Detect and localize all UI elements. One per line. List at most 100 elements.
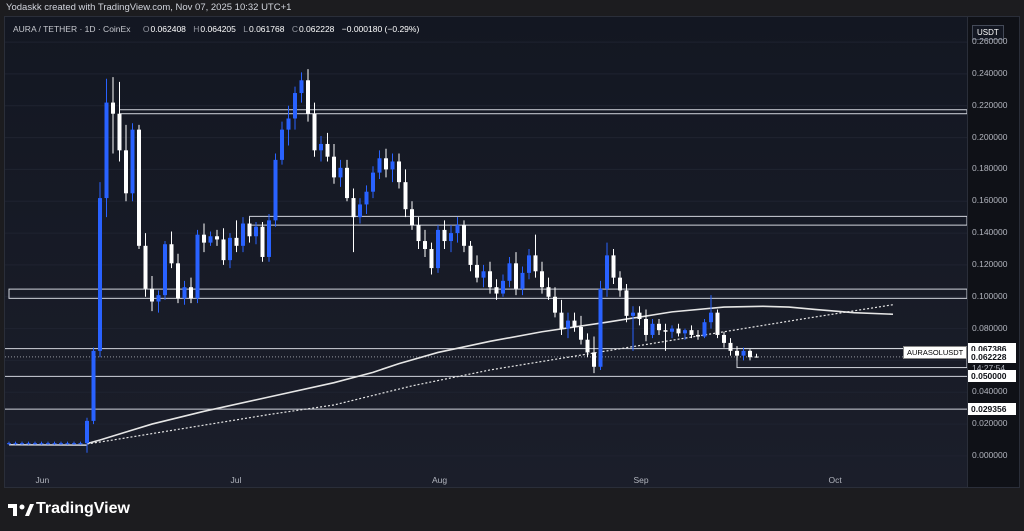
y-tick-label: 0.200000 [972, 131, 1008, 142]
candle-body [657, 323, 661, 331]
candle-body [715, 312, 720, 335]
ma-200-line [86, 305, 894, 445]
candle-body [182, 287, 187, 299]
y-tick-label: 0.120000 [972, 258, 1008, 269]
change-value: −0.000180 (−0.29%) [341, 24, 420, 34]
currency-label[interactable]: USDT [972, 25, 1004, 40]
candle-body [72, 443, 76, 445]
candle-body [579, 326, 583, 340]
candle-body [195, 234, 200, 299]
candle-body [416, 225, 421, 242]
candle-body [683, 330, 687, 334]
symbol-tag: AURASOLUSDT [903, 346, 967, 359]
candle-body [689, 330, 694, 335]
candle-body [351, 198, 356, 218]
candle-body [124, 150, 128, 194]
y-tick-label: 0.220000 [972, 99, 1008, 110]
candle-body [306, 80, 310, 114]
zone-box [8, 288, 967, 299]
candle-body [501, 280, 505, 294]
candle-body [455, 225, 460, 234]
candle-body [156, 295, 161, 302]
x-tick-label: Jun [35, 475, 50, 485]
candle-body [85, 420, 89, 444]
y-tick-label: 0.000000 [972, 449, 1008, 460]
candle-body [702, 322, 707, 337]
candle-body [390, 161, 395, 170]
candle-body [410, 209, 414, 226]
candle-body [163, 244, 167, 296]
ma-dotted-line [86, 304, 894, 445]
candle-body [137, 129, 141, 246]
candle-body [52, 443, 57, 445]
candle-body [728, 342, 733, 351]
chart-svg [5, 41, 967, 457]
candle-body [345, 167, 349, 199]
candle-body [709, 312, 713, 323]
attribution-text: Yodaskk created with TradingView.com, No… [6, 2, 292, 13]
candle-body [26, 443, 31, 445]
candle-body [605, 255, 609, 289]
y-tick-label: 0.040000 [972, 386, 1008, 397]
attribution-bar: Yodaskk created with TradingView.com, No… [0, 0, 1024, 16]
candle-body [566, 320, 570, 329]
candle-body [169, 244, 174, 264]
brand-name: TradingView [36, 500, 130, 517]
high-value: 0.064205 [200, 24, 236, 34]
candle-body [663, 330, 668, 332]
candle-body [117, 113, 122, 151]
candle-body [423, 241, 427, 249]
candle-body [267, 220, 271, 257]
candle-body [429, 249, 434, 269]
candle-body [20, 443, 24, 445]
candle-body [59, 443, 63, 445]
x-tick-label: Oct [828, 475, 842, 485]
footer: TradingView [0, 488, 1024, 531]
candle-body [260, 226, 265, 257]
candle-body [91, 350, 96, 421]
candle-body [221, 239, 226, 261]
candle-body [65, 443, 70, 445]
close-value: 0.062228 [298, 24, 335, 34]
candle-body [273, 159, 278, 221]
candle-body [280, 129, 284, 160]
candle-body [449, 233, 453, 242]
candle-body [325, 143, 330, 157]
candle-body [462, 225, 466, 246]
candle-body [748, 350, 752, 358]
candle-body [631, 312, 635, 316]
candle-body [670, 328, 674, 332]
y-tick-label: 0.080000 [972, 322, 1008, 333]
candle-body [481, 271, 486, 278]
y-tick-label: 0.180000 [972, 163, 1008, 174]
candle-body [364, 191, 369, 205]
candle-body [540, 271, 544, 288]
candle-body [559, 312, 564, 329]
chart-plot-area[interactable]: AURA / TETHER · 1D · CoinEx O0.062408 H0… [5, 17, 967, 487]
candle-body [696, 334, 700, 337]
candle-body [7, 443, 11, 445]
x-tick-label: Sep [633, 475, 649, 485]
candle-body [371, 172, 375, 192]
candle-body [319, 143, 323, 151]
candle-body [754, 356, 759, 358]
candle-body [202, 234, 206, 243]
y-tick-label: 0.020000 [972, 418, 1008, 429]
candle-body [332, 156, 336, 178]
candle-body [611, 255, 616, 278]
candle-body [312, 113, 317, 151]
candle-body [78, 443, 83, 445]
candle-body [468, 245, 473, 265]
candle-body [533, 255, 538, 272]
candle-body [241, 223, 245, 246]
candle-body [546, 287, 551, 297]
candle-body [13, 443, 18, 445]
candle-body [624, 290, 629, 316]
candle-body [254, 226, 258, 237]
low-key: L [243, 24, 248, 34]
chart-legend: AURA / TETHER · 1D · CoinEx O0.062408 H0… [13, 24, 424, 34]
candle-body [442, 229, 447, 242]
candle-body [98, 198, 102, 351]
price-axis[interactable]: USDT 0.260000 0.240000 0.220000 0.200000 0.1… [967, 17, 1019, 487]
candle-body [676, 328, 681, 334]
